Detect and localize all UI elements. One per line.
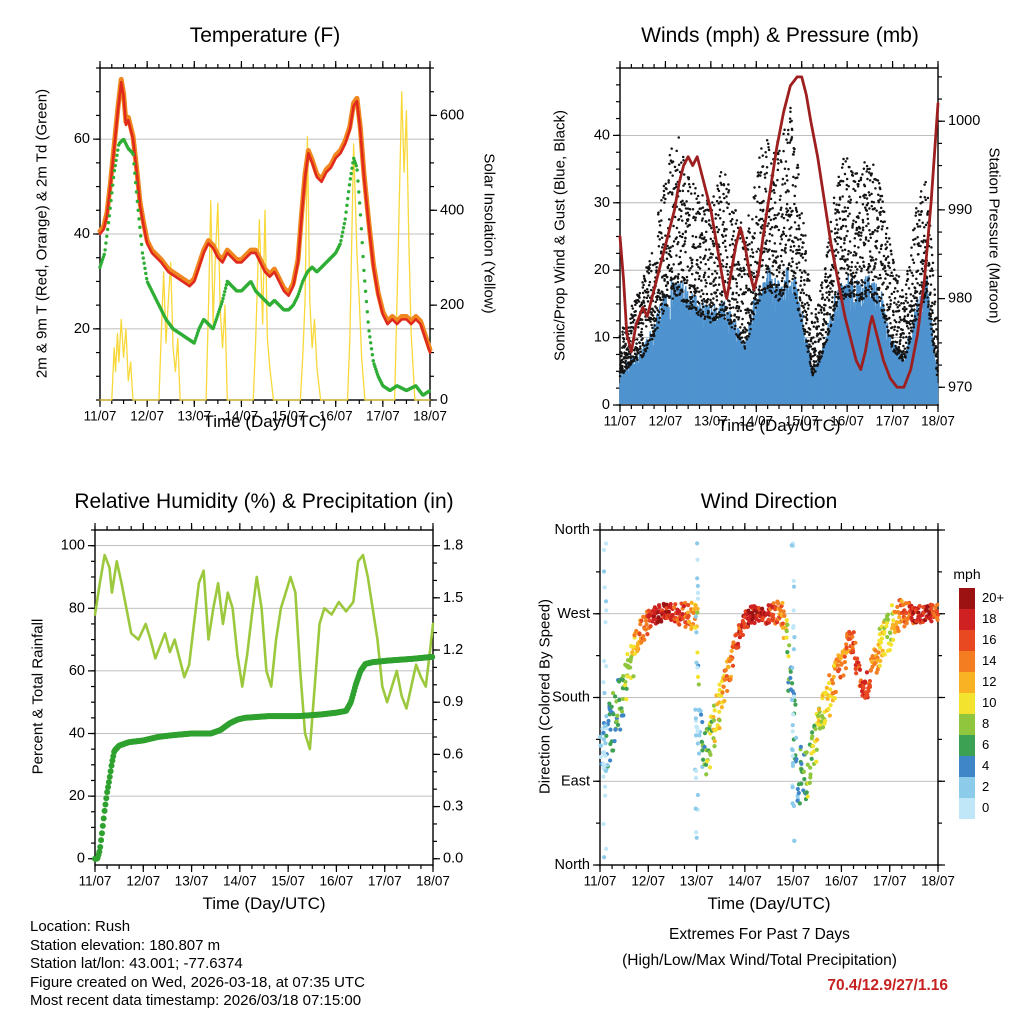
extremes-values: 70.4/12.9/27/1.16 (827, 977, 948, 994)
extremes-title: Extremes For Past 7 Days (669, 926, 850, 943)
wind-direction-x-axis-label: Time (Day/UTC) (707, 894, 831, 913)
humidity-precip-chart: Relative Humidity (%) & Precipitation (i… (0, 470, 512, 1024)
wind-direction-plot-canvas (512, 470, 1024, 1024)
station-latlon: Station lat/lon: 43.001; -77.6374 (30, 955, 243, 972)
figure-created-timestamp: Figure created on Wed, 2026-03-18, at 07… (30, 973, 365, 991)
humidity-left-axis-label: Percent & Total Rainfall (29, 618, 47, 775)
legend-unit-label: mph (953, 566, 981, 582)
temperature-chart-title: Temperature (F) (189, 24, 341, 47)
station-location: Location: Rush (30, 918, 131, 935)
temperature-plot-canvas (0, 0, 512, 470)
winds-pressure-plot-canvas (512, 0, 1024, 470)
wind-direction-left-axis-label: Direction (Colored By Speed) (536, 598, 554, 795)
extremes-summary: Extremes For Past 7 Days (High/Low/Max W… (567, 922, 952, 999)
temperature-chart: Temperature (F) 2m & 9m T (Red, Orange) … (0, 0, 512, 470)
most-recent-data-timestamp: Most recent data timestamp: 2026/03/18 0… (30, 992, 362, 1009)
winds-pressure-chart-title: Winds (mph) & Pressure (mb) (641, 24, 919, 47)
wind-direction-chart: Wind Direction Direction (Colored By Spe… (512, 470, 1024, 1024)
station-info: Location: Rush Station elevation: 180.80… (30, 918, 365, 1011)
extremes-subtitle: (High/Low/Max Wind/Total Precipitation) (622, 951, 897, 969)
winds-x-axis-label: Time (Day/UTC) (717, 416, 841, 435)
humidity-precip-plot-canvas (0, 470, 512, 1024)
temperature-x-axis-label: Time (Day/UTC) (203, 412, 327, 431)
humidity-precip-chart-title: Relative Humidity (%) & Precipitation (i… (74, 490, 454, 513)
station-elevation: Station elevation: 180.807 m (30, 936, 221, 954)
winds-pressure-chart: Winds (mph) & Pressure (mb) Sonic/Prop W… (512, 0, 1024, 470)
temperature-right-axis-label: Solar Insolation (Yellow) (480, 153, 498, 314)
winds-left-axis-label: Sonic/Prop Wind & Gust (Blue, Black) (551, 110, 569, 361)
temperature-left-axis-label: 2m & 9m T (Red, Orange) & 2m Td (Green) (33, 88, 51, 379)
humidity-x-axis-label: Time (Day/UTC) (202, 894, 326, 913)
pressure-right-axis-label: Station Pressure (Maroon) (985, 147, 1003, 324)
wind-direction-chart-title: Wind Direction (700, 490, 838, 513)
